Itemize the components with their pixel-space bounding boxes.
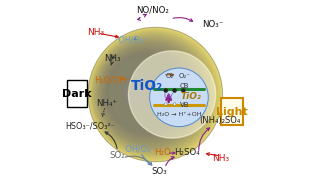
Text: Light: Light xyxy=(216,107,248,116)
Circle shape xyxy=(173,103,176,105)
Text: HSO₃⁻/SO₃²⁻: HSO₃⁻/SO₃²⁻ xyxy=(65,121,115,130)
Text: NH₃: NH₃ xyxy=(212,154,229,163)
Text: UV: UV xyxy=(164,93,174,99)
Text: NO/NO₂: NO/NO₂ xyxy=(136,6,169,15)
Text: NH₃: NH₃ xyxy=(105,54,121,63)
FancyBboxPatch shape xyxy=(67,80,87,107)
Text: NH₃: NH₃ xyxy=(87,28,104,37)
Text: H₂O → H⁺+OH: H₂O → H⁺+OH xyxy=(157,112,201,117)
Text: ·OH/O₂⁻: ·OH/O₂⁻ xyxy=(116,35,147,44)
Text: H₂O: H₂O xyxy=(155,148,171,157)
Text: TiO₂: TiO₂ xyxy=(131,79,163,93)
Text: TiO₂: TiO₂ xyxy=(181,92,202,101)
Text: ·OH/O₂⁻: ·OH/O₂⁻ xyxy=(124,145,155,154)
Text: (NH₄)₂SO₄: (NH₄)₂SO₄ xyxy=(199,116,240,125)
FancyBboxPatch shape xyxy=(221,98,243,125)
Circle shape xyxy=(182,103,185,105)
Text: SO₃: SO₃ xyxy=(151,167,167,176)
Circle shape xyxy=(173,89,176,92)
Text: H₂O/OH⁻: H₂O/OH⁻ xyxy=(95,76,131,85)
Text: H₂SO₄: H₂SO₄ xyxy=(174,148,199,157)
Text: O₂⁻: O₂⁻ xyxy=(179,73,191,79)
Text: NH₄⁺: NH₄⁺ xyxy=(97,98,118,108)
Text: NO₃⁻: NO₃⁻ xyxy=(203,20,224,29)
Text: Dark: Dark xyxy=(62,89,92,98)
Text: SO₂: SO₂ xyxy=(110,151,125,160)
Circle shape xyxy=(128,51,216,138)
Text: CB: CB xyxy=(180,83,189,89)
Circle shape xyxy=(182,89,185,92)
Text: VB: VB xyxy=(180,102,189,108)
Circle shape xyxy=(164,89,167,92)
Text: O₂: O₂ xyxy=(166,73,174,79)
Circle shape xyxy=(165,103,167,105)
Circle shape xyxy=(88,27,223,162)
Circle shape xyxy=(150,68,208,127)
